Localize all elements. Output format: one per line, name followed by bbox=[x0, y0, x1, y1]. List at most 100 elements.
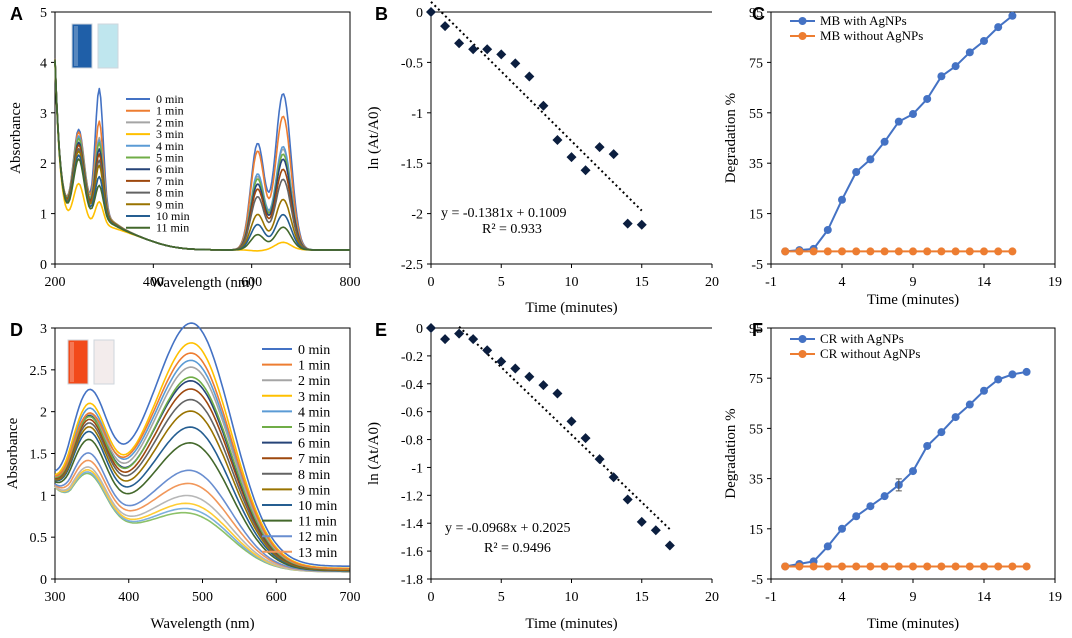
series-marker bbox=[923, 562, 932, 571]
y-tick-label: -5 bbox=[751, 258, 763, 273]
series-marker bbox=[965, 48, 974, 57]
trendline bbox=[458, 326, 671, 530]
panel-letter: F bbox=[752, 320, 763, 340]
legend-label: 8 min bbox=[298, 468, 330, 483]
panel-e: 0 5 10 15 20 0 -0.2 -0.4 -0.6 -0.8 -1 -1.2 -1.4 -1.6 -… bbox=[366, 320, 719, 632]
data-point bbox=[622, 218, 633, 229]
series-marker bbox=[1022, 367, 1031, 376]
data-point bbox=[664, 540, 675, 551]
y-tick-label: 4 bbox=[40, 56, 47, 71]
series-marker bbox=[781, 247, 790, 256]
legend-label: 2 min bbox=[298, 374, 330, 389]
data-point bbox=[636, 516, 647, 527]
x-tick-label: 9 bbox=[910, 590, 917, 605]
panel-f: -1 4 9 14 19 -5 15 35 55 75 95 Time (minutes) Degrad… bbox=[723, 320, 1062, 632]
data-point bbox=[496, 356, 507, 367]
y-tick-label: 0 bbox=[416, 6, 423, 21]
spectrum-line-0-min bbox=[54, 322, 350, 568]
cuvette-after bbox=[93, 339, 115, 385]
x-tick-label: -1 bbox=[765, 590, 777, 605]
y-tick-label: -5 bbox=[751, 573, 763, 588]
legend-label: 5 min bbox=[156, 151, 184, 165]
y-axis-title: Absorbance bbox=[8, 102, 24, 174]
y-tick-label: -0.4 bbox=[401, 378, 423, 393]
panel-b: 0 5 10 15 20 0 -0.5 -1 -1.5 -2 -2.5 Time (minutes) l… bbox=[366, 1, 719, 316]
plot-frame bbox=[770, 327, 1056, 580]
cuvette-glare bbox=[70, 342, 74, 382]
data-point bbox=[454, 38, 465, 49]
series-marker bbox=[838, 562, 846, 571]
y-tick-label: 2.5 bbox=[30, 364, 48, 379]
x-axis-title: Time (minutes) bbox=[867, 616, 959, 632]
data-point bbox=[538, 100, 549, 111]
series-marker bbox=[1022, 562, 1031, 571]
series-marker bbox=[909, 467, 917, 476]
series-marker bbox=[965, 247, 974, 256]
legend-label: 7 min bbox=[298, 452, 330, 467]
y-tick-label: 15 bbox=[749, 523, 763, 538]
legend-marker bbox=[798, 17, 807, 25]
y-tick-label: 95 bbox=[749, 322, 763, 337]
data-point bbox=[426, 323, 436, 333]
x-tick-label: 9 bbox=[910, 275, 917, 290]
data-point bbox=[426, 7, 436, 17]
data-point bbox=[482, 44, 493, 55]
y-tick-label: 55 bbox=[749, 422, 763, 437]
panel-letter: D bbox=[10, 320, 23, 340]
legend-label: 6 min bbox=[298, 437, 330, 452]
x-tick-label: 15 bbox=[635, 590, 649, 605]
legend-label: 1 min bbox=[156, 104, 184, 118]
cuvette-before bbox=[71, 23, 93, 69]
x-tick-label: 300 bbox=[45, 590, 66, 605]
series-marker bbox=[866, 502, 875, 511]
legend-label: 5 min bbox=[298, 421, 330, 436]
series-marker bbox=[980, 247, 988, 256]
series-marker bbox=[980, 562, 988, 571]
legend-label: 9 min bbox=[156, 197, 184, 211]
y-tick-label: 0.5 bbox=[30, 531, 48, 546]
legend-label: CR without AgNPs bbox=[820, 346, 920, 361]
legend-label: 7 min bbox=[156, 174, 184, 188]
y-tick-label: -2 bbox=[411, 208, 423, 223]
data-point bbox=[594, 454, 605, 465]
trend-equation: y = -0.1381x + 0.1009 bbox=[441, 206, 566, 221]
y-tick-label: 0 bbox=[40, 258, 47, 273]
panel-letter: E bbox=[375, 320, 387, 340]
data-point bbox=[454, 328, 465, 339]
y-tick-label: -1 bbox=[411, 461, 423, 476]
spectrum-line-12-min bbox=[54, 452, 350, 573]
series-marker bbox=[866, 247, 875, 256]
legend-label: 11 min bbox=[298, 515, 337, 530]
plot-frame bbox=[770, 11, 1056, 265]
data-point bbox=[440, 334, 451, 345]
series-marker bbox=[894, 247, 903, 256]
series-marker bbox=[923, 94, 932, 103]
legend-label: 9 min bbox=[298, 483, 330, 498]
legend-label: MB without AgNPs bbox=[820, 28, 923, 43]
y-tick-label: 1.5 bbox=[30, 448, 48, 463]
series-marker bbox=[994, 23, 1003, 32]
series-marker bbox=[880, 562, 889, 571]
legend-label: 4 min bbox=[156, 139, 184, 153]
legend-label: CR with AgNPs bbox=[820, 331, 904, 346]
data-point bbox=[566, 152, 577, 163]
series-marker bbox=[823, 225, 832, 234]
series-marker bbox=[823, 542, 832, 551]
legend-label: 2 min bbox=[156, 115, 184, 129]
y-tick-label: -1 bbox=[411, 107, 423, 122]
x-tick-label: 20 bbox=[705, 275, 719, 290]
series-marker bbox=[823, 247, 832, 256]
series-marker bbox=[951, 247, 960, 256]
data-point bbox=[496, 49, 507, 60]
y-tick-label: 75 bbox=[749, 56, 763, 71]
legend-label: 3 min bbox=[156, 127, 184, 141]
y-axis-title: Degradation % bbox=[723, 93, 739, 183]
data-point bbox=[566, 416, 577, 427]
series-marker bbox=[980, 36, 988, 45]
data-point bbox=[468, 44, 479, 55]
legend-label: 3 min bbox=[298, 390, 330, 405]
y-tick-label: -0.5 bbox=[401, 56, 423, 71]
trendline bbox=[430, 1, 643, 212]
series-marker bbox=[809, 562, 818, 571]
